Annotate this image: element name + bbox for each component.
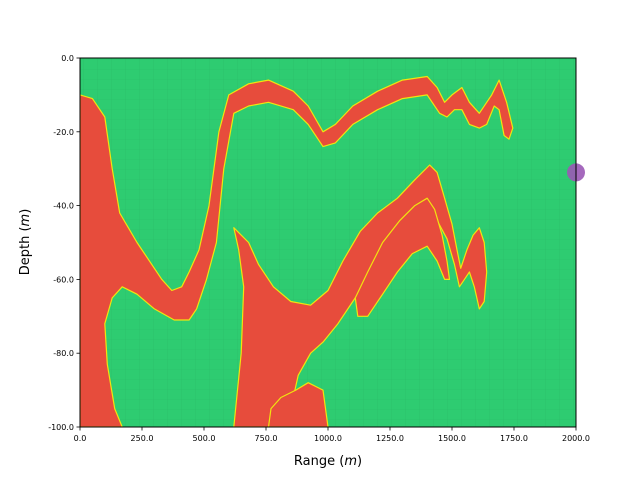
x-axis-label-text: Range ( bbox=[294, 454, 344, 469]
x-axis-label-close: ) bbox=[357, 454, 362, 469]
x-axis-label: Range (m) bbox=[294, 454, 362, 469]
y-axis-label-text: Depth ( bbox=[18, 226, 33, 275]
channel-mid-strand bbox=[354, 197, 451, 317]
channel-lower-branch bbox=[233, 164, 488, 427]
plot-cell-grid bbox=[80, 58, 576, 427]
y-axis-ticks: 0.0 -20.0 -40.0 -60.0 -80.0 -100.0 bbox=[48, 54, 80, 432]
x-tick-label: 1500.0 bbox=[438, 434, 466, 443]
x-tick-label: 250.0 bbox=[131, 434, 154, 443]
x-tick-label: 1000.0 bbox=[314, 434, 342, 443]
channel-left-lobe bbox=[80, 75, 514, 427]
y-tick-label: -60.0 bbox=[53, 275, 74, 284]
y-tick-label: -100.0 bbox=[48, 423, 74, 432]
channel-bottom-blob bbox=[267, 382, 329, 427]
x-tick-label: 1250.0 bbox=[376, 434, 404, 443]
y-tick-label: -40.0 bbox=[53, 202, 74, 211]
channel-layer bbox=[80, 75, 514, 427]
x-axis-ticks: 0.0 250.0 500.0 750.0 1000.0 1250.0 1500.0 1750… bbox=[74, 427, 590, 443]
y-axis-label-unit: m bbox=[18, 214, 33, 227]
y-tick-label: -20.0 bbox=[53, 128, 74, 137]
x-axis-label-unit: m bbox=[344, 454, 357, 469]
x-tick-label: 0.0 bbox=[74, 434, 87, 443]
y-axis-label: Depth (m) bbox=[18, 209, 33, 276]
y-tick-label: 0.0 bbox=[61, 54, 74, 63]
x-tick-label: 500.0 bbox=[193, 434, 216, 443]
x-tick-label: 750.0 bbox=[255, 434, 278, 443]
y-axis-label-close: ) bbox=[18, 209, 33, 214]
x-tick-label: 2000.0 bbox=[562, 434, 590, 443]
x-tick-label: 1750.0 bbox=[500, 434, 528, 443]
y-tick-label: -80.0 bbox=[53, 349, 74, 358]
